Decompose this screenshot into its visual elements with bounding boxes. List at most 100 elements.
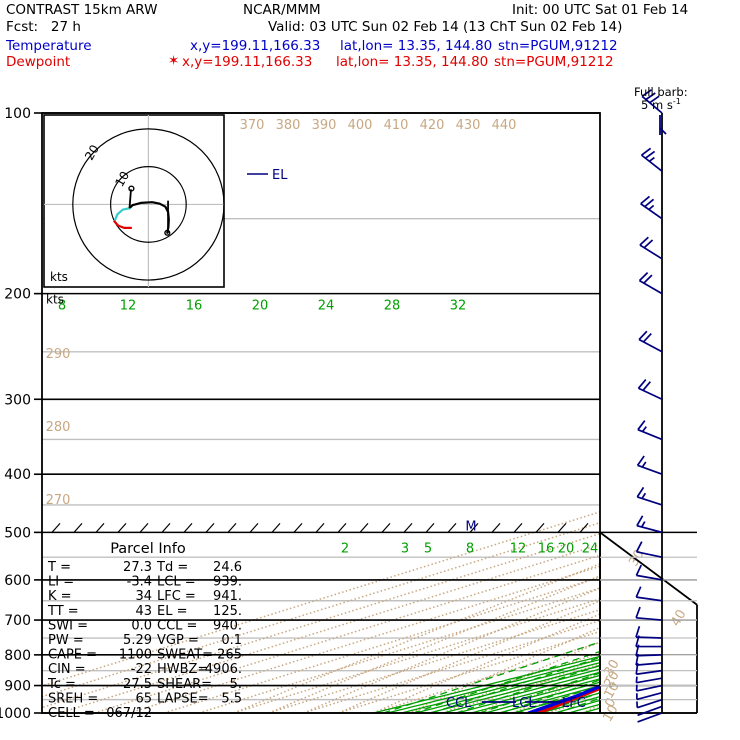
parcel-value-right: 941. <box>213 589 242 604</box>
isotherm-line <box>42 532 600 709</box>
wind-barb-shaft <box>636 574 663 581</box>
isotherm-line <box>407 652 600 713</box>
pressure-tick-label: 800 <box>4 648 31 664</box>
wind-barb-full <box>644 198 655 208</box>
mixing-ratio-label: 5 <box>424 541 432 556</box>
wind-barb-shaft <box>636 669 663 676</box>
hatch-tick <box>491 522 501 533</box>
wind-barb-full <box>636 515 644 527</box>
moist-adiabat-label: 32 <box>450 299 467 314</box>
moist-adiabat <box>415 665 600 713</box>
hatch-tick <box>425 522 435 533</box>
wind-barb-half <box>641 492 647 499</box>
wind-barb-half <box>648 204 655 211</box>
dewpoint-station: stn=PGUM,91212 <box>494 54 614 70</box>
wind-barb-shaft <box>640 154 663 172</box>
hatch-tick <box>161 522 171 533</box>
star-icon: ✶ <box>168 53 180 69</box>
wind-barb-shaft <box>636 677 663 684</box>
parcel-value-right: 4906. <box>205 662 242 677</box>
el-label: EL <box>272 168 288 183</box>
hodograph-mean-dot <box>128 185 135 192</box>
wind-barb-half <box>641 426 647 433</box>
wind-barb-shaft <box>636 524 663 534</box>
mixing-ratio-label: 8 <box>466 541 474 556</box>
wind-barb-full <box>635 606 641 619</box>
theta-label-top: 420 <box>420 118 445 133</box>
lfc-label: LFC <box>562 696 586 711</box>
hatch-tick <box>359 522 369 533</box>
parcel-label-left: LI = <box>48 575 74 590</box>
parcel-label-left: CAPE = <box>48 648 97 663</box>
parcel-value-left: 27.5 <box>123 677 152 692</box>
parcel-label-left: SREH = <box>48 691 98 706</box>
wind-barb-full <box>635 564 643 576</box>
dry-adiabat <box>338 600 600 713</box>
theta-label-top: 410 <box>384 118 409 133</box>
wind-barb-shaft <box>637 712 663 723</box>
hatch-tick <box>535 522 545 533</box>
wind-barb-half <box>640 521 646 528</box>
isotherm-line <box>547 695 600 713</box>
wind-barb-shaft <box>638 338 663 353</box>
parcel-value-left: 43 <box>135 604 152 619</box>
dewpoint-legend-label: Dewpoint <box>6 54 71 70</box>
wind-barb-full <box>643 274 653 284</box>
hatch-tick <box>579 522 589 533</box>
mixing-ratio-line <box>383 641 600 713</box>
parcel-label-right: CCL = <box>157 618 197 633</box>
theta-label-left: 270 <box>46 493 71 508</box>
temperature-station: stn=PGUM,91212 <box>498 38 618 54</box>
hatch-tick <box>447 522 457 533</box>
wind-barb-full <box>635 625 641 638</box>
parcel-info-title: Parcel Info <box>110 541 186 557</box>
theta-label-top: 370 <box>240 118 265 133</box>
pressure-tick-label: 200 <box>4 287 31 303</box>
mixing-ratio-label: 3 <box>401 541 409 556</box>
isotherm-line <box>233 598 600 713</box>
isotherm-line <box>198 587 600 713</box>
wind-barb-full <box>638 271 649 282</box>
wind-barb-full <box>639 236 649 246</box>
hodograph-mean-vector <box>128 189 132 209</box>
model-title: CONTRAST 15km ARW <box>6 2 158 18</box>
temperature-xy: x,y=199.11,166.33 <box>190 38 321 54</box>
pressure-tick-label: 900 <box>4 679 31 695</box>
wind-barb-full <box>641 147 652 156</box>
wind-barb-shaft <box>635 636 663 639</box>
parcel-value-left: 27.3 <box>123 560 152 575</box>
hodograph-trace-surface <box>113 220 133 229</box>
mixing-ratio-label: 16 <box>538 541 555 556</box>
parcel-label-left: PW = <box>48 633 84 648</box>
wind-barb-full <box>641 89 652 97</box>
theta-label-top: 400 <box>348 118 373 133</box>
isotherm-line <box>42 521 600 698</box>
dry-adiabat <box>722 113 740 713</box>
parcel-label-right: SHEAR= <box>157 677 212 692</box>
wind-barb-full <box>636 455 645 466</box>
center-label: NCAR/MMM <box>243 2 321 18</box>
mixing-ratio-label: 12 <box>510 541 527 556</box>
mixing-ratio-line <box>455 664 600 713</box>
moist-adiabat <box>401 662 600 713</box>
parcel-label-left: CELL = <box>48 706 95 721</box>
parcel-value-right: 0.1 <box>221 633 242 648</box>
wind-barb-shaft <box>639 244 663 260</box>
pressure-tick-label: 400 <box>4 467 31 483</box>
wind-barb-full <box>635 586 642 598</box>
hatch-tick <box>381 522 391 533</box>
pressure-tick-label: 1000 <box>0 706 31 722</box>
hatch-tick <box>249 522 259 533</box>
moist-adiabat-label: 24 <box>318 299 335 314</box>
temperature-legend-label: Temperature <box>6 38 92 54</box>
parcel-value-left: 1100 <box>119 648 152 663</box>
moist-adiabat-label: 12 <box>120 299 137 314</box>
wind-barb-shaft <box>637 496 663 506</box>
hodograph-box <box>43 114 225 288</box>
theta-label-left: 290 <box>46 347 71 362</box>
wind-barb-full <box>638 330 648 341</box>
valid-time: Valid: 03 UTC Sun 02 Feb 14 (13 ChT Sun … <box>268 19 623 35</box>
hatch-tick <box>205 522 215 533</box>
moist-adiabat <box>428 668 600 713</box>
